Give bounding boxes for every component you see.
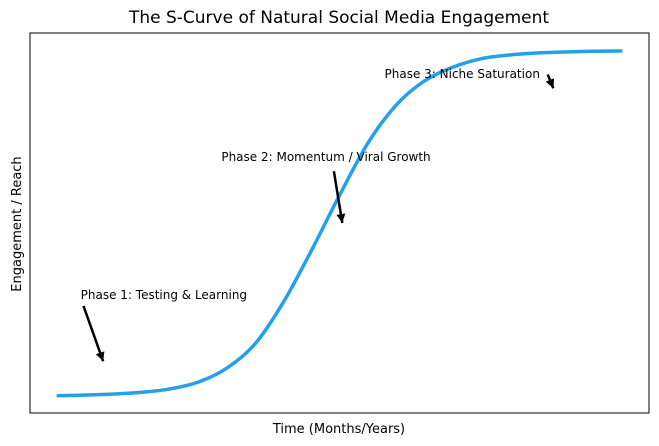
annotation-label-1: Phase 1: Testing & Learning — [81, 288, 247, 302]
series-line-0 — [56, 49, 623, 398]
annotation-label-2: Phase 2: Momentum / Viral Growth — [221, 150, 430, 164]
annotation-layer: Phase 1: Testing & Learning Phase 2: Mome… — [81, 67, 555, 362]
annotation-arrow-1 — [82, 305, 105, 362]
chart-title: The S-Curve of Natural Social Media Enga… — [128, 8, 549, 28]
series-layer — [56, 49, 623, 398]
annotation-label-3: Phase 3: Niche Saturation — [385, 67, 540, 81]
annotation-arrow-2 — [332, 170, 346, 224]
plot-area-frame — [29, 32, 650, 414]
x-axis-label: Time (Months/Years) — [272, 422, 405, 437]
y-axis-label: Engagement / Reach — [10, 156, 25, 291]
annotation-arrow-3 — [545, 73, 555, 89]
